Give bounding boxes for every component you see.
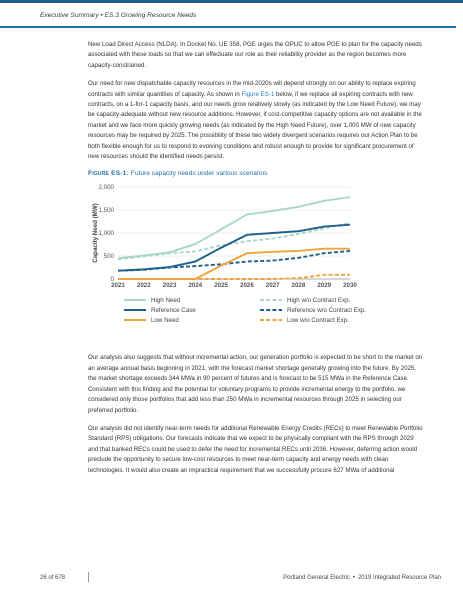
legend-label: Low Need	[151, 318, 179, 325]
x-tick-label: 2026	[240, 282, 254, 289]
footer-org: Portland General Electric	[283, 575, 350, 581]
figure-title: Figure ES-1: Future capacity needs under…	[88, 170, 424, 177]
figure-label: Figure ES-1	[88, 170, 127, 178]
x-tick-label: 2028	[292, 282, 306, 289]
x-tick-label: 2023	[163, 282, 177, 289]
paragraph-market-shortage: Our analysis also suggests that without …	[88, 354, 423, 414]
capacity-chart: 0 500 1,000 1,500 2,000 2021 2022 2023 2024 2025 2…	[88, 181, 424, 343]
footer-rule	[88, 572, 89, 582]
y-tick-label: 2,000	[99, 185, 115, 192]
header-section: Executive Summary	[40, 12, 99, 19]
footer-dot: •	[352, 575, 355, 581]
header-subsection: ES.3 Growing Resource Needs	[104, 12, 197, 19]
figure-caption: Future capacity needs under various scen…	[128, 170, 268, 178]
figure-reference-link[interactable]: Figure ES-1	[241, 90, 275, 98]
x-tick-label: 2025	[214, 282, 228, 289]
x-tick-label: 2022	[137, 282, 151, 289]
paragraph-text: Our need for new dispatchable capacity r…	[88, 80, 416, 98]
series-line-high-w-o-contract-exp	[117, 222, 351, 261]
header-separator: •	[100, 12, 103, 19]
footer-page-number: 26 of 678	[40, 575, 66, 581]
series-line-reference-case	[117, 224, 351, 273]
running-header: Executive Summary • ES.3 Growing Resourc…	[40, 12, 460, 19]
y-axis-label: Capacity Need (MW)	[92, 204, 99, 263]
capacity-chart-svg: 0 500 1,000 1,500 2,000 2021 2022 2023 2024 2025 2…	[92, 185, 366, 325]
x-tick-label: 2029	[317, 282, 331, 289]
series-line-reference-w-o-contract-exp	[117, 250, 351, 273]
legend-label: High w/o Contract Exp.	[287, 298, 351, 305]
x-tick-label: 2030	[343, 282, 357, 289]
y-tick-label: 500	[104, 254, 115, 261]
legend-label: Low w/o Contract Exp.	[287, 318, 349, 325]
x-tick-label: 2021	[111, 282, 125, 289]
y-tick-label: 1,000	[99, 231, 115, 238]
legend-label: High Need	[151, 298, 181, 305]
series-line-low-need	[118, 248, 350, 281]
legend-label: Reference w/o Contract Exp.	[287, 308, 366, 315]
page-content: New Load Direct Access (NLDA). In Docket…	[88, 40, 424, 484]
paragraph-nlda: New Load Direct Access (NLDA). In Docket…	[88, 41, 422, 69]
figure-colon: :	[126, 170, 129, 178]
legend-label: Reference Case	[151, 308, 196, 315]
series-line-low-w-o-contract-exp	[118, 274, 350, 281]
paragraph-recs: Our analysis did not identify near-term …	[88, 424, 423, 474]
footer-doc: 2019 Integrated Resource Plan	[357, 575, 441, 581]
paragraph-text: below, if we replace all expiring contra…	[88, 90, 422, 161]
paragraph-capacity-need: Our need for new dispatchable capacity r…	[88, 79, 424, 162]
y-tick-label: 1,500	[99, 208, 115, 215]
y-tick-label: 0	[111, 277, 115, 284]
footer-document: Portland General Electric • 2019 Integrate…	[283, 575, 441, 581]
x-tick-label: 2027	[266, 282, 280, 289]
x-tick-label: 2024	[188, 282, 202, 289]
header-rule	[0, 26, 456, 28]
top-accent-bar	[0, 0, 463, 3]
